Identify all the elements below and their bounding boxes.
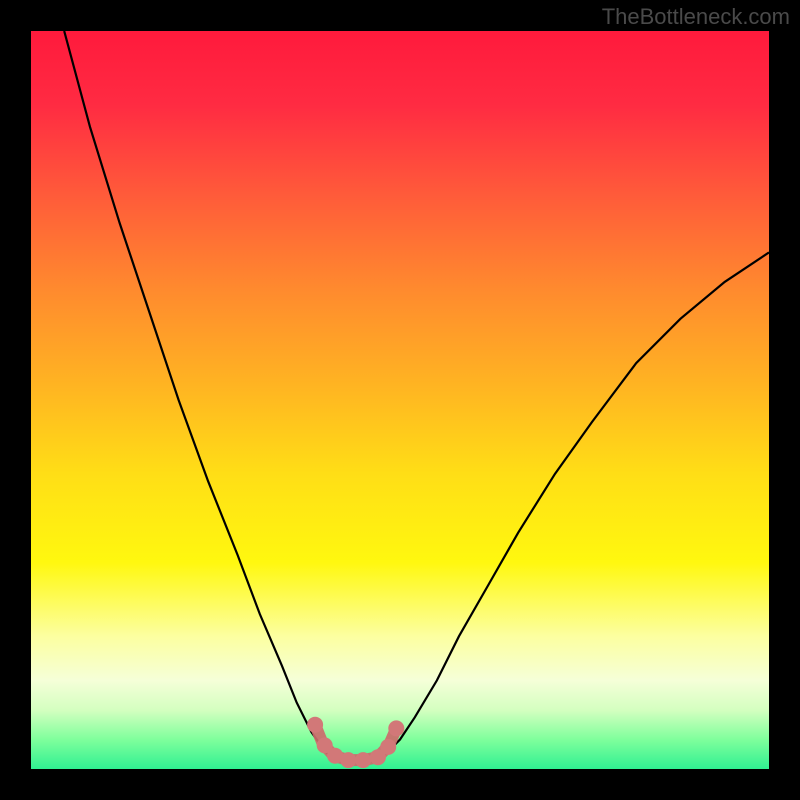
marker-point — [307, 717, 323, 733]
marker-point — [355, 752, 371, 768]
chart-container: TheBottleneck.com — [0, 0, 800, 800]
plot-background — [31, 31, 769, 769]
bottleneck-chart — [0, 0, 800, 800]
watermark-text: TheBottleneck.com — [602, 4, 790, 30]
marker-point — [380, 739, 396, 755]
marker-point — [388, 720, 404, 736]
marker-point — [340, 752, 356, 768]
